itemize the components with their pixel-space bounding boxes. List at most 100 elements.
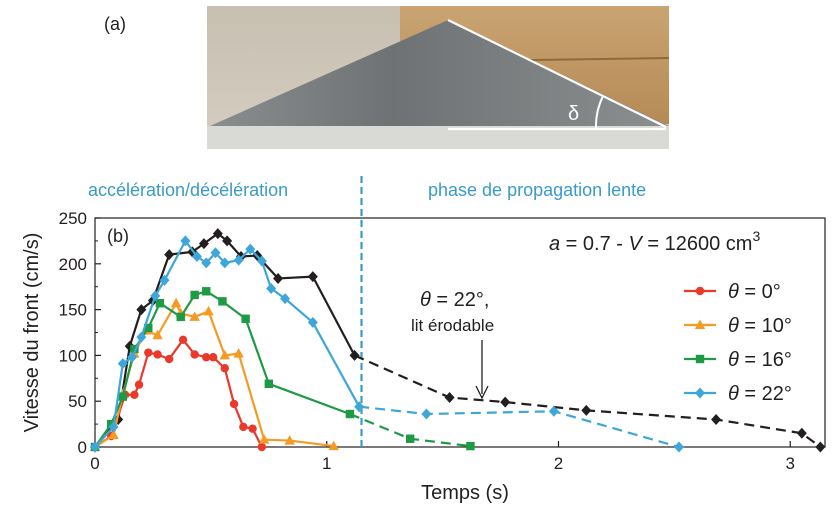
- series-2-point: [241, 314, 250, 323]
- series-3-point: [266, 283, 277, 295]
- series-2-point: [144, 323, 153, 333]
- series-0-point: [208, 353, 218, 362]
- plot-area: 0 1 2 3 0 50 100 150 200 250 Temps (s) Vitesse du f…: [21, 176, 826, 504]
- y-tick-label: 50: [68, 392, 87, 411]
- series-0-point: [134, 380, 144, 389]
- series-1-point: [219, 349, 230, 360]
- panel-b-label: (b): [107, 226, 129, 246]
- series-3-point: [108, 421, 119, 433]
- x-tick-label: 0: [90, 454, 99, 473]
- series-0-point: [248, 424, 257, 433]
- series-3-point: [191, 250, 202, 262]
- series-4-point: [212, 228, 223, 240]
- series-3-point: [219, 257, 230, 269]
- series-1-point: [189, 311, 200, 321]
- panel-a-photo: δ: [207, 6, 670, 149]
- series-4-point: [307, 271, 318, 283]
- slope-line: [447, 19, 667, 128]
- series-4-point: [796, 427, 807, 439]
- series-2-point: [466, 441, 475, 451]
- table-surface: [207, 126, 669, 149]
- series-1-point: [233, 348, 244, 358]
- y-axis-label: Vitesse du front (cm/s): [21, 233, 43, 433]
- series-3-point: [159, 274, 170, 286]
- series-2-point: [130, 344, 139, 354]
- series-3-point: [180, 235, 191, 247]
- phase-label-left: accélération/décélération: [88, 180, 288, 200]
- series-3-line: [94, 239, 361, 448]
- arrow-note-line2: lit érodable: [411, 316, 494, 335]
- series-0-point: [164, 354, 174, 364]
- phase-label-right: phase de propagation lente: [428, 180, 646, 200]
- series-4-point: [164, 249, 175, 261]
- series-1-line: [94, 302, 334, 448]
- series-3-point: [307, 316, 318, 328]
- series-3-point: [548, 405, 559, 417]
- series-3-point: [256, 255, 267, 267]
- legend-label: θ = 10°: [728, 315, 792, 337]
- x-axis-label: Temps (s): [421, 482, 509, 504]
- series-0-point: [144, 348, 153, 357]
- series-0-point: [202, 353, 211, 362]
- series-4-point: [711, 414, 722, 426]
- series-2-point: [218, 297, 227, 306]
- angle-arc: [594, 95, 604, 130]
- series-3-point: [150, 290, 161, 302]
- series-1-point: [203, 305, 214, 316]
- series-2-point: [345, 409, 355, 419]
- granular-pile: [210, 20, 669, 126]
- series-1-point: [284, 435, 295, 445]
- legend-marker: [695, 387, 705, 399]
- series-2-point: [202, 287, 211, 296]
- series-2-point: [176, 312, 185, 322]
- series-3-point: [90, 441, 100, 453]
- legend-marker: [695, 354, 705, 364]
- series-4-point: [136, 304, 147, 316]
- series-3-point: [117, 358, 128, 370]
- series-4-point: [581, 404, 592, 416]
- series-4-point: [500, 396, 511, 408]
- y-tick-label: 0: [78, 438, 87, 457]
- x-tick-label: 1: [322, 454, 331, 473]
- series-3-point: [280, 293, 291, 305]
- series-1-point: [258, 434, 270, 444]
- y-tick-label: 250: [59, 209, 87, 228]
- arrow-note-head: [475, 385, 489, 400]
- legend-marker: [694, 319, 706, 329]
- series-3-point: [201, 257, 212, 269]
- legend-label: θ = 22°: [728, 383, 792, 405]
- series-0-point: [153, 350, 162, 359]
- series-2-point: [405, 434, 415, 443]
- series-1-point: [152, 329, 163, 340]
- series-4-point: [222, 235, 233, 247]
- series-3-point: [674, 441, 684, 453]
- arrow-note-line1: θ = 22°,: [420, 289, 489, 311]
- y-tick-label: 100: [59, 346, 87, 365]
- series-2-point: [190, 290, 199, 300]
- series-1-point: [108, 429, 119, 440]
- series-3-point: [210, 247, 221, 259]
- series-2-point: [118, 392, 128, 401]
- series-0-point: [190, 350, 199, 359]
- series-0-point: [220, 364, 229, 373]
- series-1-point: [328, 440, 339, 451]
- series-3-point: [127, 351, 138, 363]
- series-3-point: [354, 401, 365, 413]
- legend-marker: [695, 286, 705, 296]
- series-3-point: [233, 254, 244, 266]
- parameters-annotation: a = 0.7 - V = 12600 cm3: [549, 228, 760, 255]
- series-0-point: [178, 335, 188, 345]
- series-2-point: [264, 379, 274, 388]
- legend-label: θ = 0°: [728, 281, 781, 303]
- series-3-point: [136, 331, 147, 343]
- series-1-point: [170, 297, 182, 308]
- series-0-point: [130, 390, 139, 399]
- series-4-point: [198, 238, 209, 250]
- series-3-point: [421, 408, 432, 420]
- series-0-point: [239, 422, 248, 432]
- series-4-point: [444, 392, 455, 404]
- series-4-point: [273, 272, 284, 284]
- panel-a-label: (a): [104, 14, 126, 34]
- series-4-point: [349, 349, 360, 361]
